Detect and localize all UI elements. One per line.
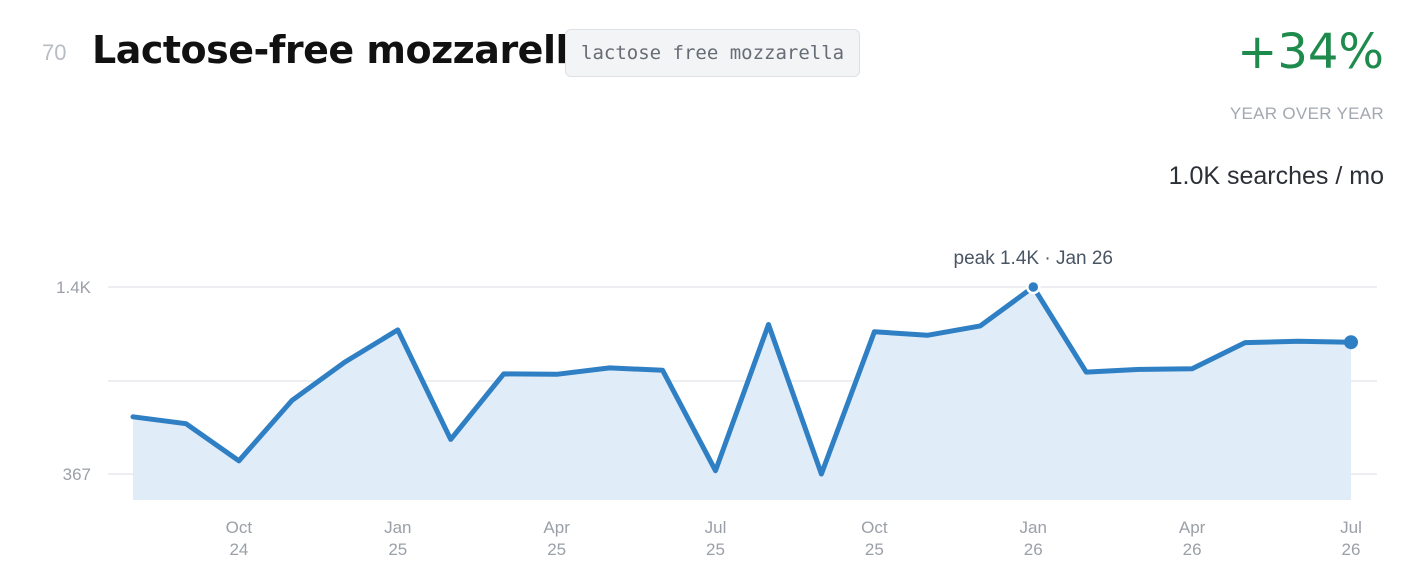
peak-annotation: peak 1.4K · Jan 26 xyxy=(954,248,1114,269)
data-point[interactable] xyxy=(1189,366,1195,372)
data-point[interactable] xyxy=(1136,366,1142,372)
data-point[interactable] xyxy=(183,421,189,427)
y-tick-label: 1.4K xyxy=(56,278,92,297)
y-tick-label: 367 xyxy=(63,465,91,484)
search-volume: 1.0K searches / mo xyxy=(1168,162,1384,190)
data-point[interactable] xyxy=(977,323,983,329)
data-point[interactable] xyxy=(554,371,560,377)
page-title: Lactose-free mozzarella xyxy=(92,28,594,72)
x-tick-year: 24 xyxy=(229,540,248,559)
x-tick-year: 25 xyxy=(865,540,884,559)
x-tick-year: 26 xyxy=(1342,540,1361,559)
x-tick-month: Oct xyxy=(226,518,253,537)
series-line xyxy=(130,284,1354,477)
data-point[interactable] xyxy=(818,471,824,477)
x-tick-year: 26 xyxy=(1183,540,1202,559)
x-tick-month: Apr xyxy=(543,518,570,537)
x-tick-year: 25 xyxy=(547,540,566,559)
search-query-chip[interactable]: lactose free mozzarella xyxy=(565,29,861,77)
x-tick-year: 25 xyxy=(388,540,407,559)
data-point[interactable] xyxy=(871,329,877,335)
data-point[interactable] xyxy=(1083,369,1089,375)
data-point[interactable] xyxy=(924,332,930,338)
data-point[interactable] xyxy=(342,359,348,365)
x-tick-month: Oct xyxy=(861,518,888,537)
growth-percent: +34% xyxy=(1237,24,1384,80)
data-point[interactable] xyxy=(289,398,295,404)
data-point[interactable] xyxy=(765,321,771,327)
data-point[interactable] xyxy=(607,365,613,371)
growth-label: YEAR OVER YEAR xyxy=(1229,104,1384,123)
x-tick-month: Jan xyxy=(1020,518,1047,537)
x-tick-month: Jul xyxy=(705,518,727,537)
data-point[interactable] xyxy=(236,458,242,464)
x-tick-year: 26 xyxy=(1024,540,1043,559)
x-tick-year: 25 xyxy=(706,540,725,559)
x-tick-month: Jul xyxy=(1340,518,1362,537)
data-point[interactable] xyxy=(713,468,719,474)
data-point[interactable] xyxy=(1242,340,1248,346)
data-points xyxy=(130,279,1358,477)
data-point[interactable] xyxy=(660,367,666,373)
data-point[interactable] xyxy=(395,327,401,333)
x-axis: Oct 24 Jan 25 Apr 25 Jul 25 Oct 25 Jan 26 Apr 26 Jul 26 xyxy=(226,518,1362,559)
data-point[interactable] xyxy=(501,371,507,377)
y-axis: 367 1.4K xyxy=(56,278,92,484)
area-fill xyxy=(133,287,1351,500)
data-point[interactable] xyxy=(1295,338,1301,344)
x-tick-month: Apr xyxy=(1179,518,1206,537)
rank-number: 70 xyxy=(42,40,67,65)
peak-point[interactable] xyxy=(1026,279,1041,295)
latest-point[interactable] xyxy=(1344,335,1358,350)
x-tick-month: Jan xyxy=(384,518,411,537)
data-point[interactable] xyxy=(130,414,136,420)
data-point[interactable] xyxy=(448,436,454,442)
